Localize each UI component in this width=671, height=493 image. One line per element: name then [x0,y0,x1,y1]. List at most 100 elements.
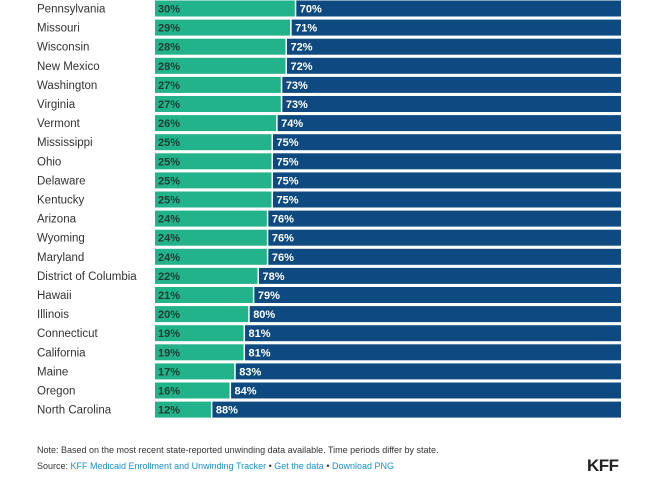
value-label-connecticut-1: 19% [158,328,180,340]
state-label-california: California [37,347,86,359]
bar-segment-kentucky-2[interactable] [273,191,621,208]
bar-segment-vermont-1[interactable] [155,115,277,132]
bar-segment-virginia-1[interactable] [155,96,281,112]
state-label-maryland: Maryland [37,252,84,264]
value-label-california-2: 81% [249,347,271,359]
bar-segment-mississippi-2[interactable] [273,134,621,151]
value-label-arizona-1: 24% [158,214,180,226]
value-label-district-of-columbia-2: 78% [263,271,285,283]
value-label-kentucky-2: 75% [277,195,299,207]
value-label-new-mexico-1: 28% [158,61,180,73]
value-label-maryland-1: 24% [158,252,180,264]
bar-segment-wyoming-1[interactable] [155,229,267,246]
state-label-north-carolina: North Carolina [37,405,112,417]
value-label-new-mexico-2: 72% [290,61,312,73]
bar-segment-oregon-1[interactable] [155,382,230,399]
state-label-pennsylvania: Pennsylvania [37,4,106,16]
value-label-pennsylvania-1: 30% [158,4,180,16]
state-label-kentucky: Kentucky [37,195,85,207]
state-label-wisconsin: Wisconsin [37,42,89,54]
bar-segment-district-of-columbia-1[interactable] [155,267,258,284]
bar-segment-north-carolina-2[interactable] [212,401,622,418]
get-data-link[interactable]: Get the data [274,461,324,471]
value-label-north-carolina-1: 12% [158,405,180,417]
bar-segment-pennsylvania-1[interactable] [155,0,295,17]
value-label-wyoming-1: 24% [158,233,180,245]
bar-segment-connecticut-2[interactable] [245,325,622,342]
bar-segment-arizona-1[interactable] [155,210,267,227]
value-label-maryland-2: 76% [272,252,294,264]
bar-segment-kentucky-1[interactable] [155,191,272,208]
bar-segment-maine-2[interactable] [235,363,621,380]
source-link[interactable]: KFF Medicaid Enrollment and Unwinding Tr… [70,461,267,471]
value-label-hawaii-1: 21% [158,290,180,302]
value-label-mississippi-2: 75% [277,137,299,149]
chart-note: Note: Based on the most recent state-rep… [37,445,439,455]
bar-segment-wyoming-2[interactable] [268,229,621,246]
value-label-missouri-2: 71% [295,23,317,35]
value-label-washington-1: 27% [158,80,180,92]
value-label-maine-2: 83% [239,366,261,378]
bar-segment-illinois-1[interactable] [155,306,249,323]
value-label-delaware-1: 25% [158,175,180,187]
bar-segment-illinois-2[interactable] [249,306,621,323]
bar-segment-maryland-2[interactable] [268,248,621,265]
bar-segment-missouri-2[interactable] [291,19,621,36]
source-separator: • [266,461,275,471]
value-label-virginia-1: 27% [158,99,180,111]
value-label-hawaii-2: 79% [258,290,280,302]
value-label-mississippi-1: 25% [158,137,180,149]
value-label-district-of-columbia-1: 22% [158,271,180,283]
bar-segment-wisconsin-2[interactable] [286,38,621,55]
state-label-ohio: Ohio [37,156,61,168]
value-label-connecticut-2: 81% [249,328,271,340]
bar-segment-california-1[interactable] [155,344,244,361]
value-label-vermont-1: 26% [158,118,180,130]
state-label-new-mexico: New Mexico [37,61,100,73]
kff-logo: KFF [587,456,619,475]
bar-segment-maine-1[interactable] [155,363,235,380]
state-label-illinois: Illinois [37,309,69,321]
state-label-virginia: Virginia [37,99,76,111]
bar-segment-connecticut-1[interactable] [155,325,244,342]
bar-segment-arizona-2[interactable] [268,210,621,227]
bar-segment-delaware-1[interactable] [155,172,272,189]
state-label-hawaii: Hawaii [37,290,72,302]
state-label-maine: Maine [37,366,68,378]
bar-segment-ohio-1[interactable] [155,153,272,170]
state-label-delaware: Delaware [37,175,86,187]
bar-segment-maryland-1[interactable] [155,248,267,265]
bar-segment-ohio-2[interactable] [273,153,621,170]
state-label-oregon: Oregon [37,386,75,398]
bar-segment-new-mexico-1[interactable] [155,57,286,74]
bar-segment-california-2[interactable] [245,344,622,361]
bar-segment-pennsylvania-2[interactable] [296,0,621,17]
state-label-arizona: Arizona [37,214,77,226]
state-label-missouri: Missouri [37,23,80,35]
bar-segment-missouri-1[interactable] [155,19,291,36]
bar-segment-north-carolina-1[interactable] [155,401,211,418]
value-label-virginia-2: 73% [286,99,308,111]
download-png-link[interactable]: Download PNG [331,461,395,471]
bar-segment-mississippi-1[interactable] [155,134,272,151]
value-label-illinois-1: 20% [158,309,180,321]
source-prefix: Source: [37,461,71,471]
value-label-missouri-1: 29% [158,23,180,35]
stacked-bar-chart: Pennsylvania 30% 70% Missouri 29% 71% Wisconsi… [37,0,622,418]
bar-segment-virginia-2[interactable] [282,96,621,112]
bar-segment-new-mexico-2[interactable] [286,57,621,74]
bar-segment-district-of-columbia-2[interactable] [259,267,621,284]
value-label-ohio-2: 75% [277,156,299,168]
bar-segment-vermont-2[interactable] [277,115,621,132]
bar-segment-oregon-2[interactable] [231,382,621,399]
bar-segment-washington-1[interactable] [155,76,281,93]
value-label-kentucky-1: 25% [158,195,180,207]
bar-segment-wisconsin-1[interactable] [155,38,286,55]
bar-segment-delaware-2[interactable] [273,172,621,189]
value-label-maine-1: 17% [158,366,180,378]
value-label-illinois-2: 80% [253,309,275,321]
bar-segment-hawaii-1[interactable] [155,287,253,303]
bar-segment-hawaii-2[interactable] [254,287,622,303]
bar-segment-washington-2[interactable] [282,76,621,93]
value-label-ohio-1: 25% [158,156,180,168]
